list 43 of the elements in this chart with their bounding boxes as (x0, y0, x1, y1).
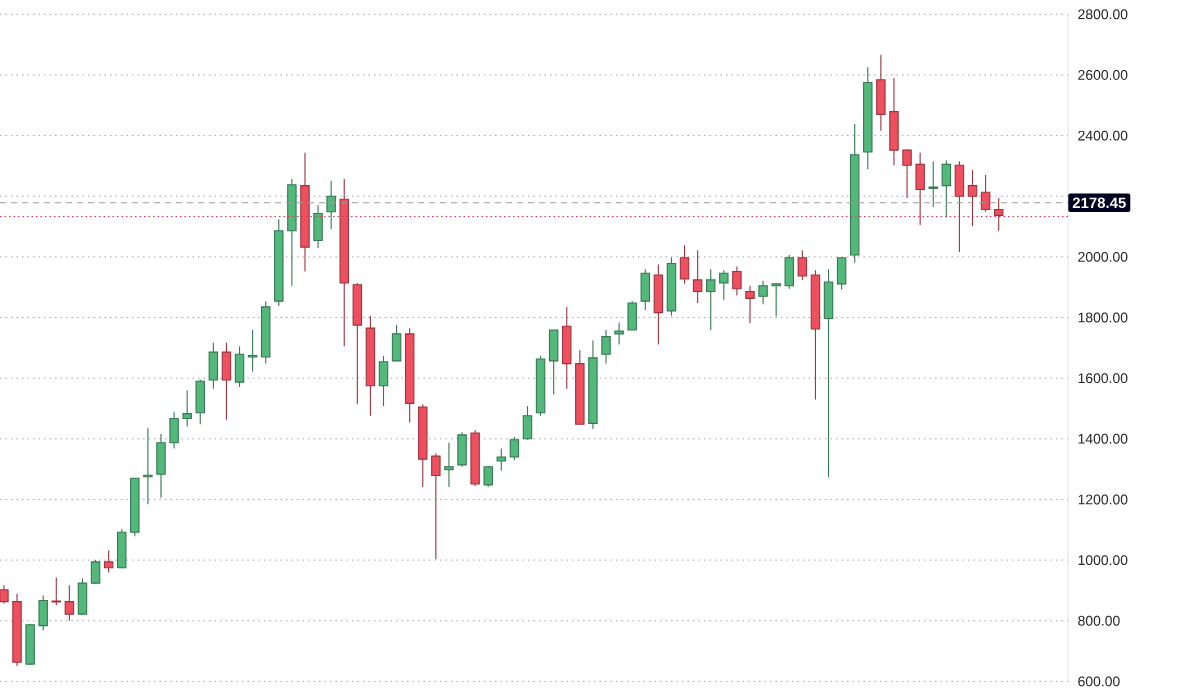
y-tick-label: 2800.00 (1078, 9, 1128, 20)
y-tick-label: 1400.00 (1078, 433, 1128, 444)
y-tick-label: 2000.00 (1078, 251, 1128, 262)
candlestick (797, 249, 808, 281)
candlestick (993, 197, 1004, 232)
candlestick (431, 452, 441, 560)
y-tick-label: 1600.00 (1078, 373, 1128, 384)
candlestick (64, 584, 75, 622)
y-tick-label: 2400.00 (1078, 130, 1128, 141)
candlestick (941, 159, 952, 219)
candlestick (980, 174, 991, 213)
candlestick (614, 321, 624, 346)
candlestick (247, 329, 258, 373)
ref-line-label: 2178.45 (1072, 197, 1126, 209)
y-tick-label: 1200.00 (1078, 494, 1128, 505)
y-tick-label: 800.00 (1078, 615, 1120, 626)
candlestick (378, 355, 389, 407)
y-tick-label: 1000.00 (1078, 555, 1128, 566)
candlestick (967, 169, 978, 227)
candlestick (0, 584, 9, 605)
candlestick (732, 266, 742, 296)
candlestick (719, 269, 729, 301)
candlestick (705, 268, 716, 331)
candlestick (601, 329, 611, 365)
candlestick (103, 549, 114, 574)
candlestick (771, 283, 781, 318)
candlestick (928, 160, 938, 208)
candlestick (679, 244, 690, 285)
y-tick-label: 600.00 (1078, 676, 1120, 687)
candlestick (758, 280, 768, 305)
y-tick-label: 2600.00 (1078, 69, 1128, 80)
candlestick (444, 442, 454, 488)
candlestick (902, 148, 912, 199)
candlestick (745, 285, 755, 324)
candlestick (182, 390, 192, 427)
candlestick (509, 436, 520, 461)
candlestick (692, 249, 703, 304)
y-tick-label: 1800.00 (1078, 312, 1128, 323)
candlestick (496, 447, 507, 472)
candlestick (51, 576, 62, 606)
candlestick (522, 405, 533, 441)
candlestick (326, 180, 336, 230)
candlestick (90, 559, 101, 585)
